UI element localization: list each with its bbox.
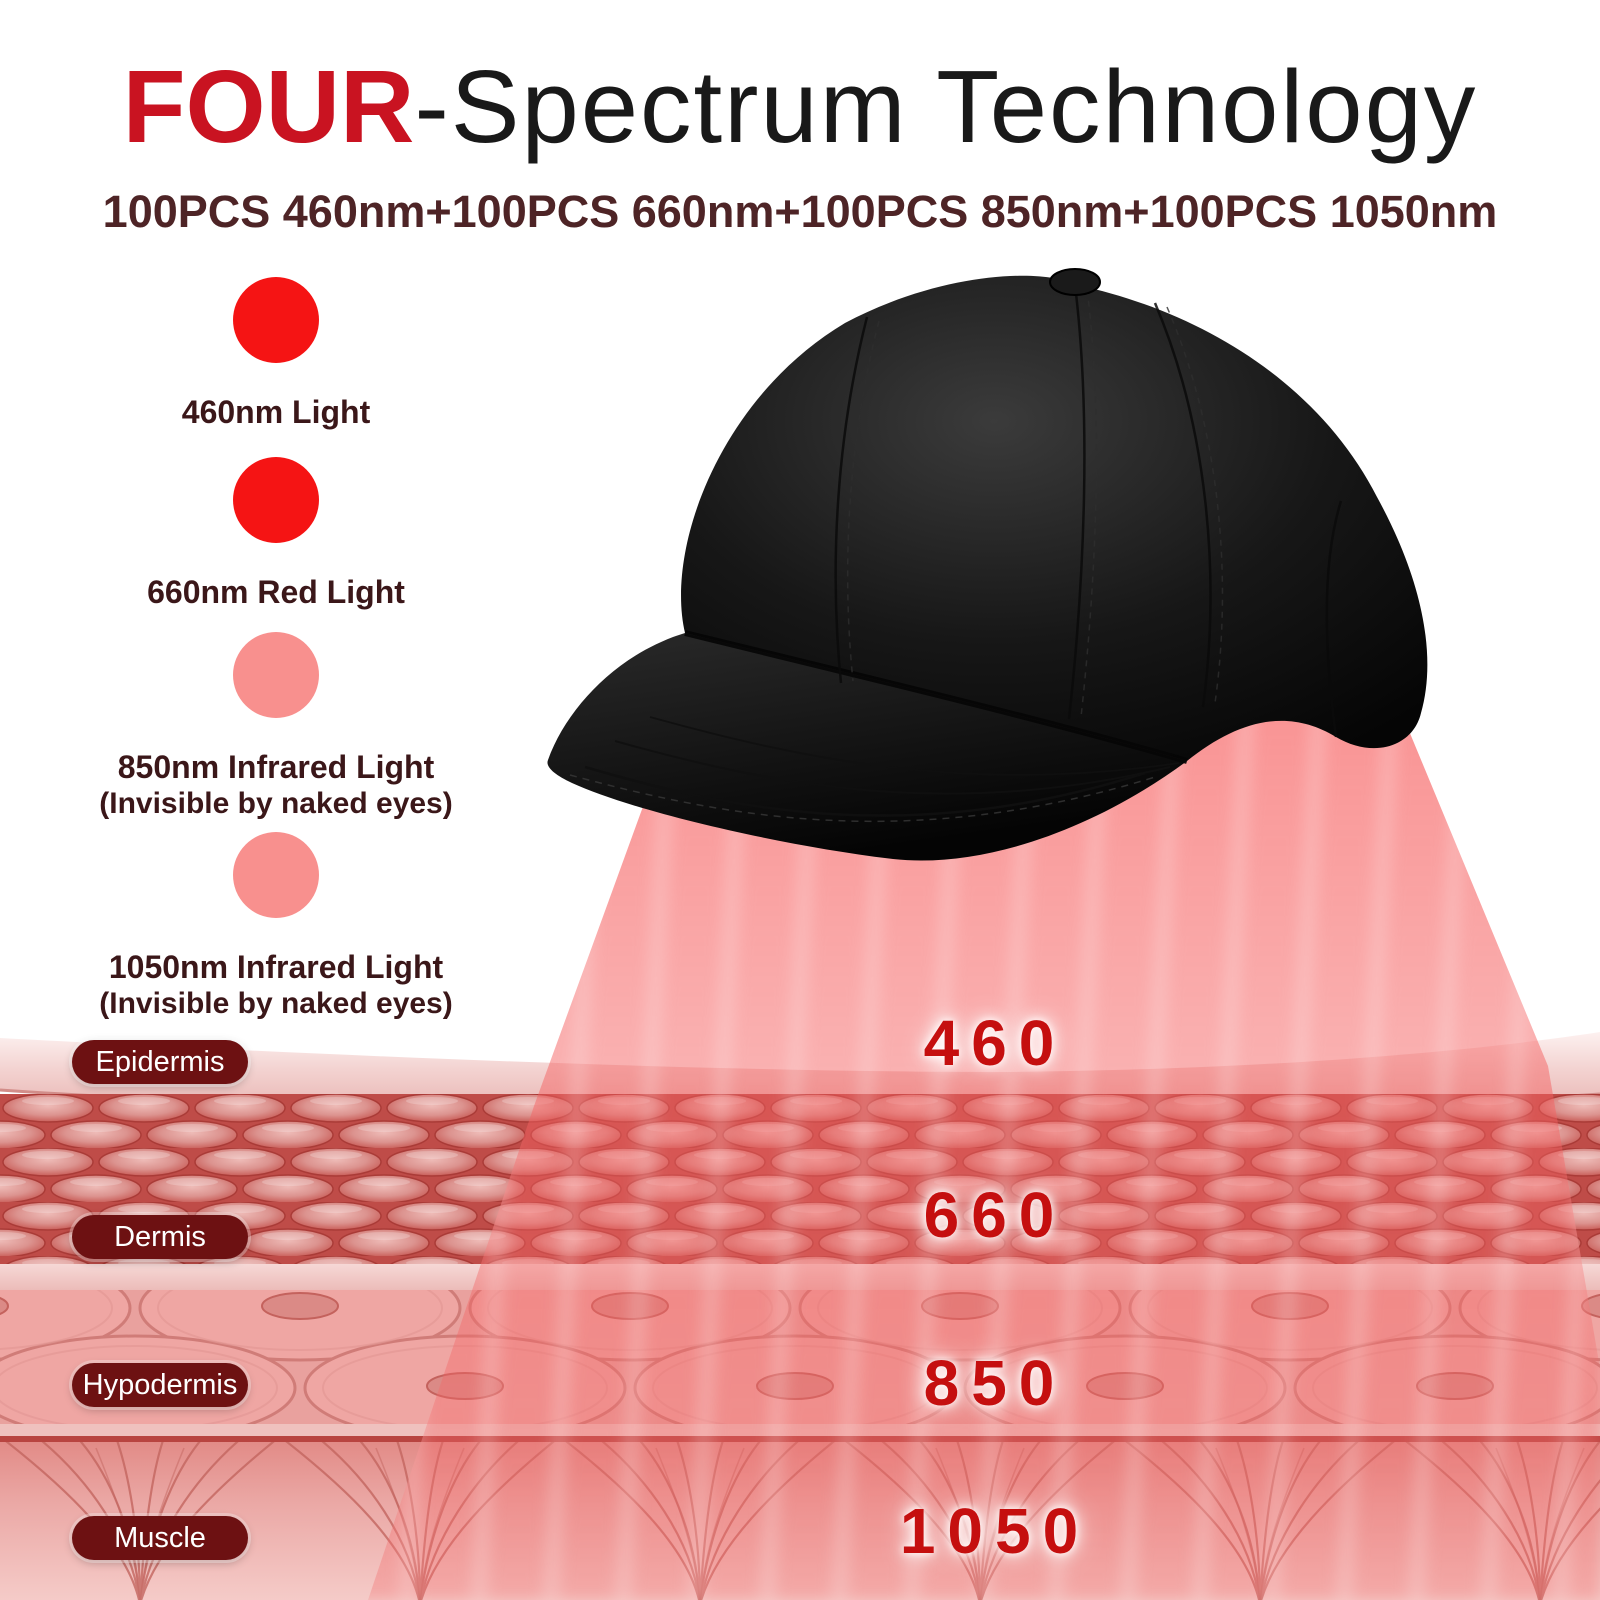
layer-pill-label: Hypodermis [82,1368,238,1401]
therapy-cap-image [547,268,1428,861]
layer-pill-dermis: Dermis [72,1215,248,1259]
legend-item-1050nm: 1050nm Infrared Light (Invisible by nake… [0,832,556,1022]
cap-button [1049,268,1101,296]
layer-pill-label: Dermis [114,1220,206,1253]
title-highlight: FOUR [122,49,415,164]
legend-label: 1050nm Infrared Light [108,949,444,985]
legend-label: 850nm Infrared Light [117,749,435,785]
depth-marker-1050: 1050 [899,1495,1091,1567]
legend-item-660nm: 660nm Red Light [0,457,556,611]
wavelength-dot-icon [233,277,319,363]
legend-sublabel: (Invisible by naked eyes) [99,987,453,1020]
led-count-subtitle: 100PCS 460nm+100PCS 660nm+100PCS 850nm+1… [102,186,1498,237]
legend-label: 660nm Red Light [147,574,405,610]
cap-crown [681,275,1428,761]
layer-pill-label: Muscle [114,1521,206,1554]
layer-pill-label: Epidermis [95,1045,225,1078]
skin-layers-illustration [0,1032,1600,1600]
depth-marker-660: 660 [923,1179,1067,1251]
wavelength-dot-icon [233,457,319,543]
legend-label: 460nm Light [181,394,371,430]
legend-item-460nm: 460nm Light [0,277,556,431]
layer-pill-muscle: Muscle [72,1516,248,1560]
depth-marker-850: 850 [923,1347,1067,1419]
depth-marker-460: 460 [923,1007,1067,1079]
legend-item-850nm: 850nm Infrared Light (Invisible by naked… [0,632,556,822]
page-title: FOUR-Spectrum Technology [0,52,1600,162]
legend-sublabel: (Invisible by naked eyes) [99,787,453,820]
layer-pill-epidermis: Epidermis [72,1040,248,1084]
layer-pill-hypodermis: Hypodermis [72,1363,248,1407]
wavelength-dot-icon [233,832,319,918]
wavelength-dot-icon [233,632,319,718]
title-rest: -Spectrum Technology [414,49,1478,164]
